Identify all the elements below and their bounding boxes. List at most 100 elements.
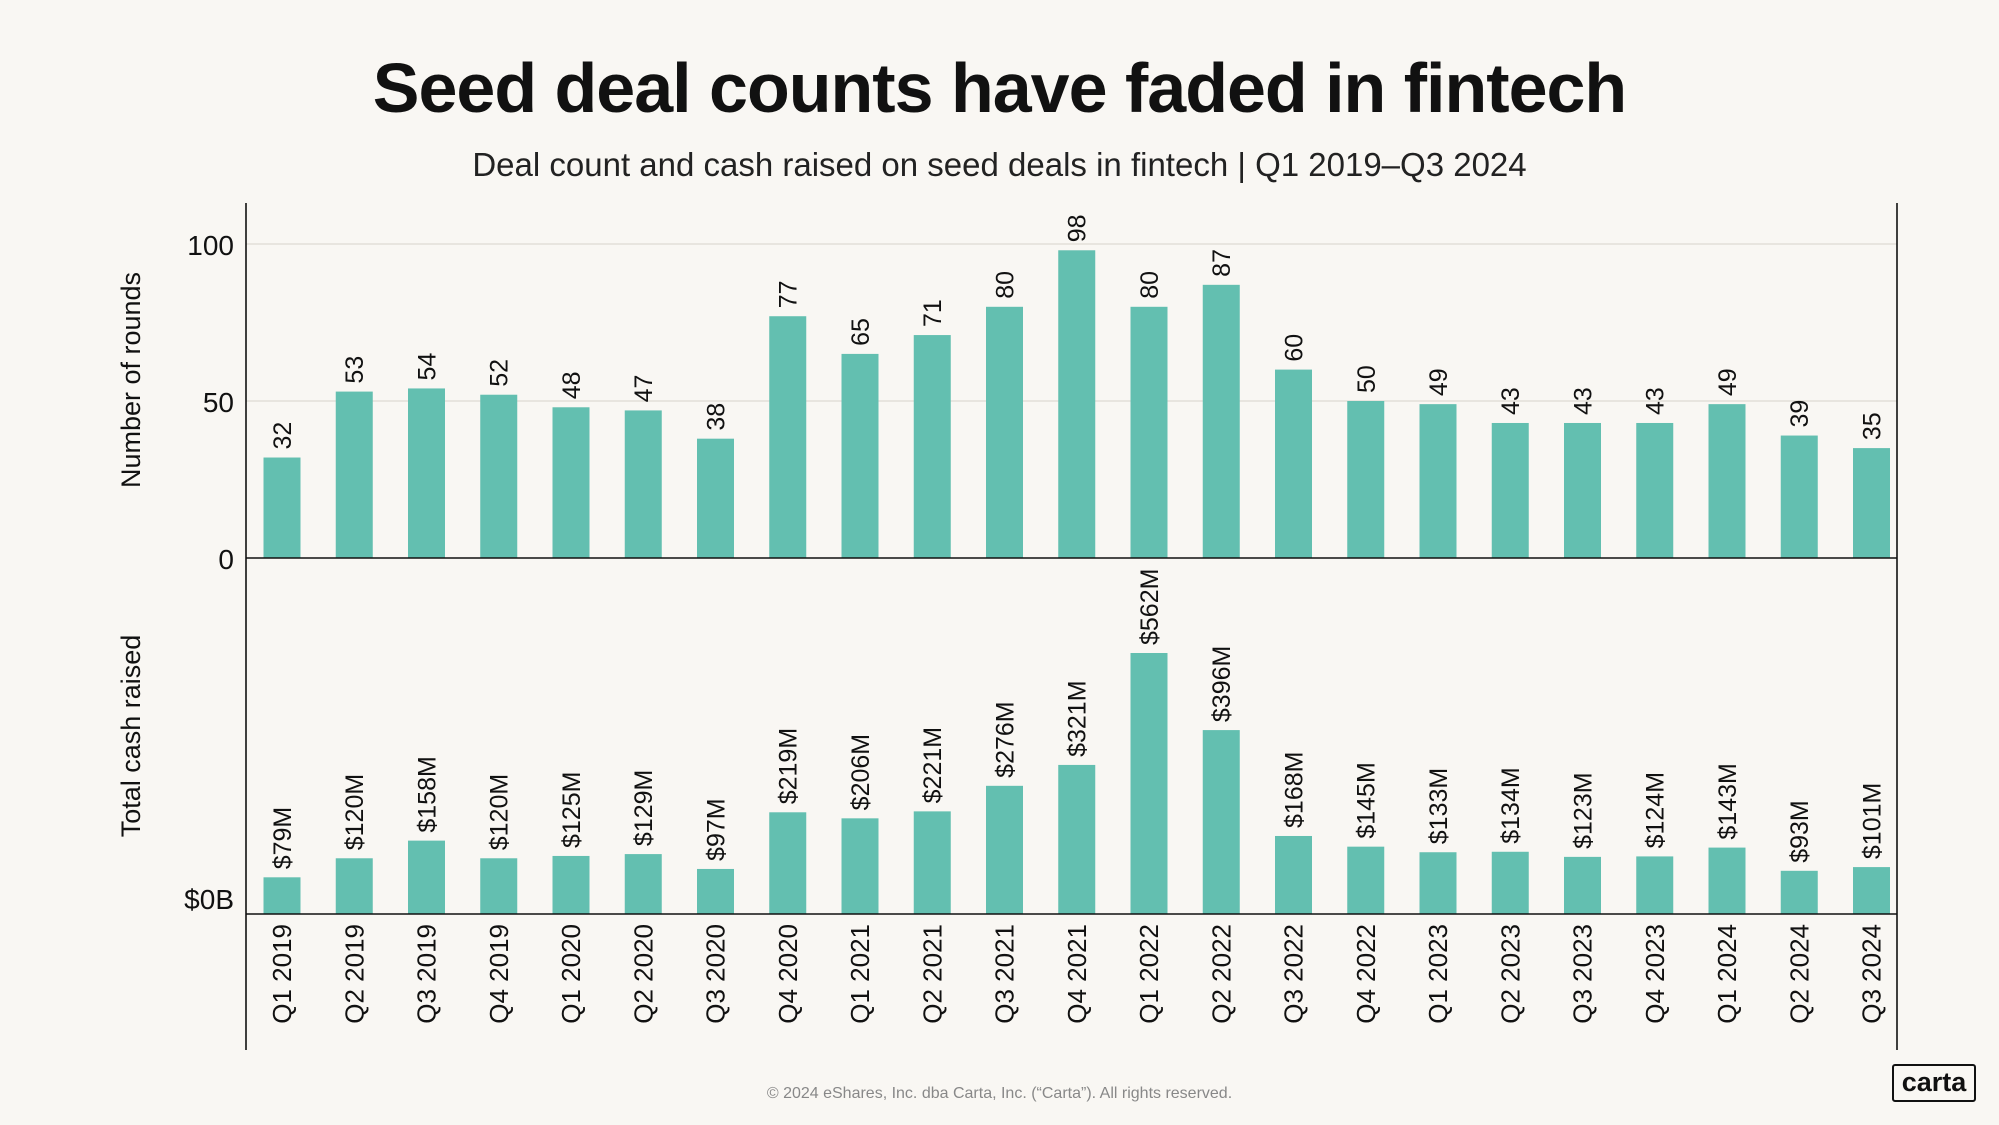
x-tick-label: Q3 2020 (701, 924, 731, 1024)
chart-title: Seed deal counts have faded in fintech (372, 49, 1627, 127)
rounds-data-label: 47 (630, 375, 658, 403)
cash-data-label: $129M (630, 770, 658, 846)
rounds-data-label: 98 (1064, 214, 1092, 242)
cash-data-label: $93M (1786, 800, 1814, 863)
x-tick-label: Q4 2022 (1351, 924, 1381, 1024)
rounds-data-label: 53 (341, 356, 369, 384)
rounds-data-label: 49 (1714, 368, 1742, 396)
rounds-bar (624, 410, 662, 558)
cash-bar (769, 812, 807, 914)
rounds-data-label: 77 (775, 280, 803, 308)
rounds-bar (1636, 422, 1674, 558)
cash-bar (913, 811, 951, 914)
cash-data-label: $133M (1425, 768, 1453, 844)
x-tick-label: Q1 2022 (1134, 924, 1164, 1024)
cash-bar (1780, 870, 1818, 914)
rounds-data-label: 43 (1497, 387, 1525, 415)
rounds-bar (1202, 284, 1240, 558)
cash-bar (1419, 852, 1457, 914)
cash-bar (1347, 846, 1385, 914)
rounds-bar (986, 306, 1023, 558)
rounds-bar (335, 391, 373, 558)
cash-bar (1708, 847, 1746, 914)
rounds-data-label: 48 (558, 371, 586, 399)
rounds-data-label: 43 (1570, 387, 1598, 415)
rounds-bar (480, 394, 518, 558)
cash-data-label: $168M (1281, 752, 1309, 828)
cash-bar (986, 785, 1023, 914)
cash-data-label: $221M (919, 727, 947, 803)
cash-bar (1853, 867, 1890, 914)
cash-bar (624, 854, 662, 914)
cash-data-label: $79M (269, 807, 297, 870)
cash-data-label: $120M (486, 774, 514, 850)
x-tick-label: Q3 2022 (1279, 924, 1309, 1024)
rounds-bar (1058, 250, 1096, 558)
x-tick-label: Q1 2019 (267, 924, 297, 1024)
copyright-footer: © 2024 eShares, Inc. dba Carta, Inc. (“C… (766, 1085, 1233, 1102)
cash-bar (697, 868, 734, 914)
x-tick-label: Q1 2020 (556, 924, 586, 1024)
x-tick-label: Q3 2019 (412, 924, 442, 1024)
x-tick-label: Q2 2021 (917, 924, 947, 1024)
rounds-bar (769, 316, 807, 558)
x-tick-label: Q2 2019 (339, 924, 369, 1024)
cash-data-label: $158M (414, 756, 442, 832)
cash-data-label: $321M (1064, 680, 1092, 756)
rounds-data-label: 32 (269, 422, 297, 450)
rounds-bar (1130, 306, 1168, 558)
rounds-bar (913, 335, 951, 558)
ytick-label-rounds: 100 (187, 230, 234, 261)
rounds-data-label: 54 (414, 353, 442, 381)
rounds-data-label: 60 (1281, 334, 1309, 362)
x-tick-label: Q4 2021 (1062, 924, 1092, 1024)
cash-data-label: $276M (992, 701, 1020, 777)
rounds-bar (552, 407, 590, 558)
cash-bar (335, 858, 373, 914)
rounds-bar (1564, 422, 1601, 558)
x-tick-label: Q3 2021 (990, 924, 1020, 1024)
ytick-label-cash: $0B (184, 884, 234, 915)
rounds-bar (263, 457, 301, 558)
ytick-label-rounds: 50 (203, 387, 234, 418)
rounds-data-label: 39 (1786, 400, 1814, 428)
cash-data-label: $145M (1353, 762, 1381, 838)
x-tick-label: Q2 2023 (1495, 924, 1525, 1024)
cash-bar (480, 858, 518, 914)
cash-data-label: $123M (1570, 772, 1598, 848)
cash-data-label: $97M (703, 798, 731, 861)
rounds-data-label: 49 (1425, 368, 1453, 396)
rounds-bar (841, 353, 879, 558)
cash-data-label: $101M (1859, 783, 1887, 859)
cash-bar (1636, 856, 1674, 914)
rounds-data-label: 65 (847, 318, 875, 346)
rounds-bar (408, 388, 445, 558)
x-tick-label: Q1 2024 (1712, 924, 1742, 1024)
x-tick-label: Q1 2023 (1423, 924, 1453, 1024)
x-tick-label: Q2 2022 (1206, 924, 1236, 1024)
x-tick-label: Q2 2024 (1784, 924, 1814, 1024)
rounds-bar (1419, 404, 1457, 558)
rounds-bar (1275, 369, 1312, 558)
x-tick-label: Q3 2023 (1568, 924, 1598, 1024)
cash-bar (552, 855, 590, 914)
x-tick-label: Q4 2023 (1640, 924, 1670, 1024)
cash-bar (1564, 856, 1601, 914)
x-tick-label: Q4 2019 (484, 924, 514, 1024)
rounds-data-label: 50 (1353, 365, 1381, 393)
carta-logo[interactable]: carta (1892, 1064, 1976, 1102)
ytick-label-rounds: 0 (218, 544, 234, 575)
cash-data-label: $143M (1714, 763, 1742, 839)
rounds-data-label: 38 (703, 403, 731, 431)
y-axis-title-rounds: Number of rounds (116, 272, 146, 488)
rounds-bar (1708, 404, 1746, 558)
cash-bar (1058, 764, 1096, 914)
cash-data-label: $134M (1497, 767, 1525, 843)
cash-data-label: $125M (558, 771, 586, 847)
cash-bar (841, 818, 879, 914)
rounds-bar (1853, 448, 1890, 558)
x-tick-label: Q3 2024 (1857, 924, 1887, 1024)
cash-bar (408, 840, 445, 914)
rounds-data-label: 80 (1136, 271, 1164, 299)
y-axis-title-cash: Total cash raised (116, 635, 146, 838)
